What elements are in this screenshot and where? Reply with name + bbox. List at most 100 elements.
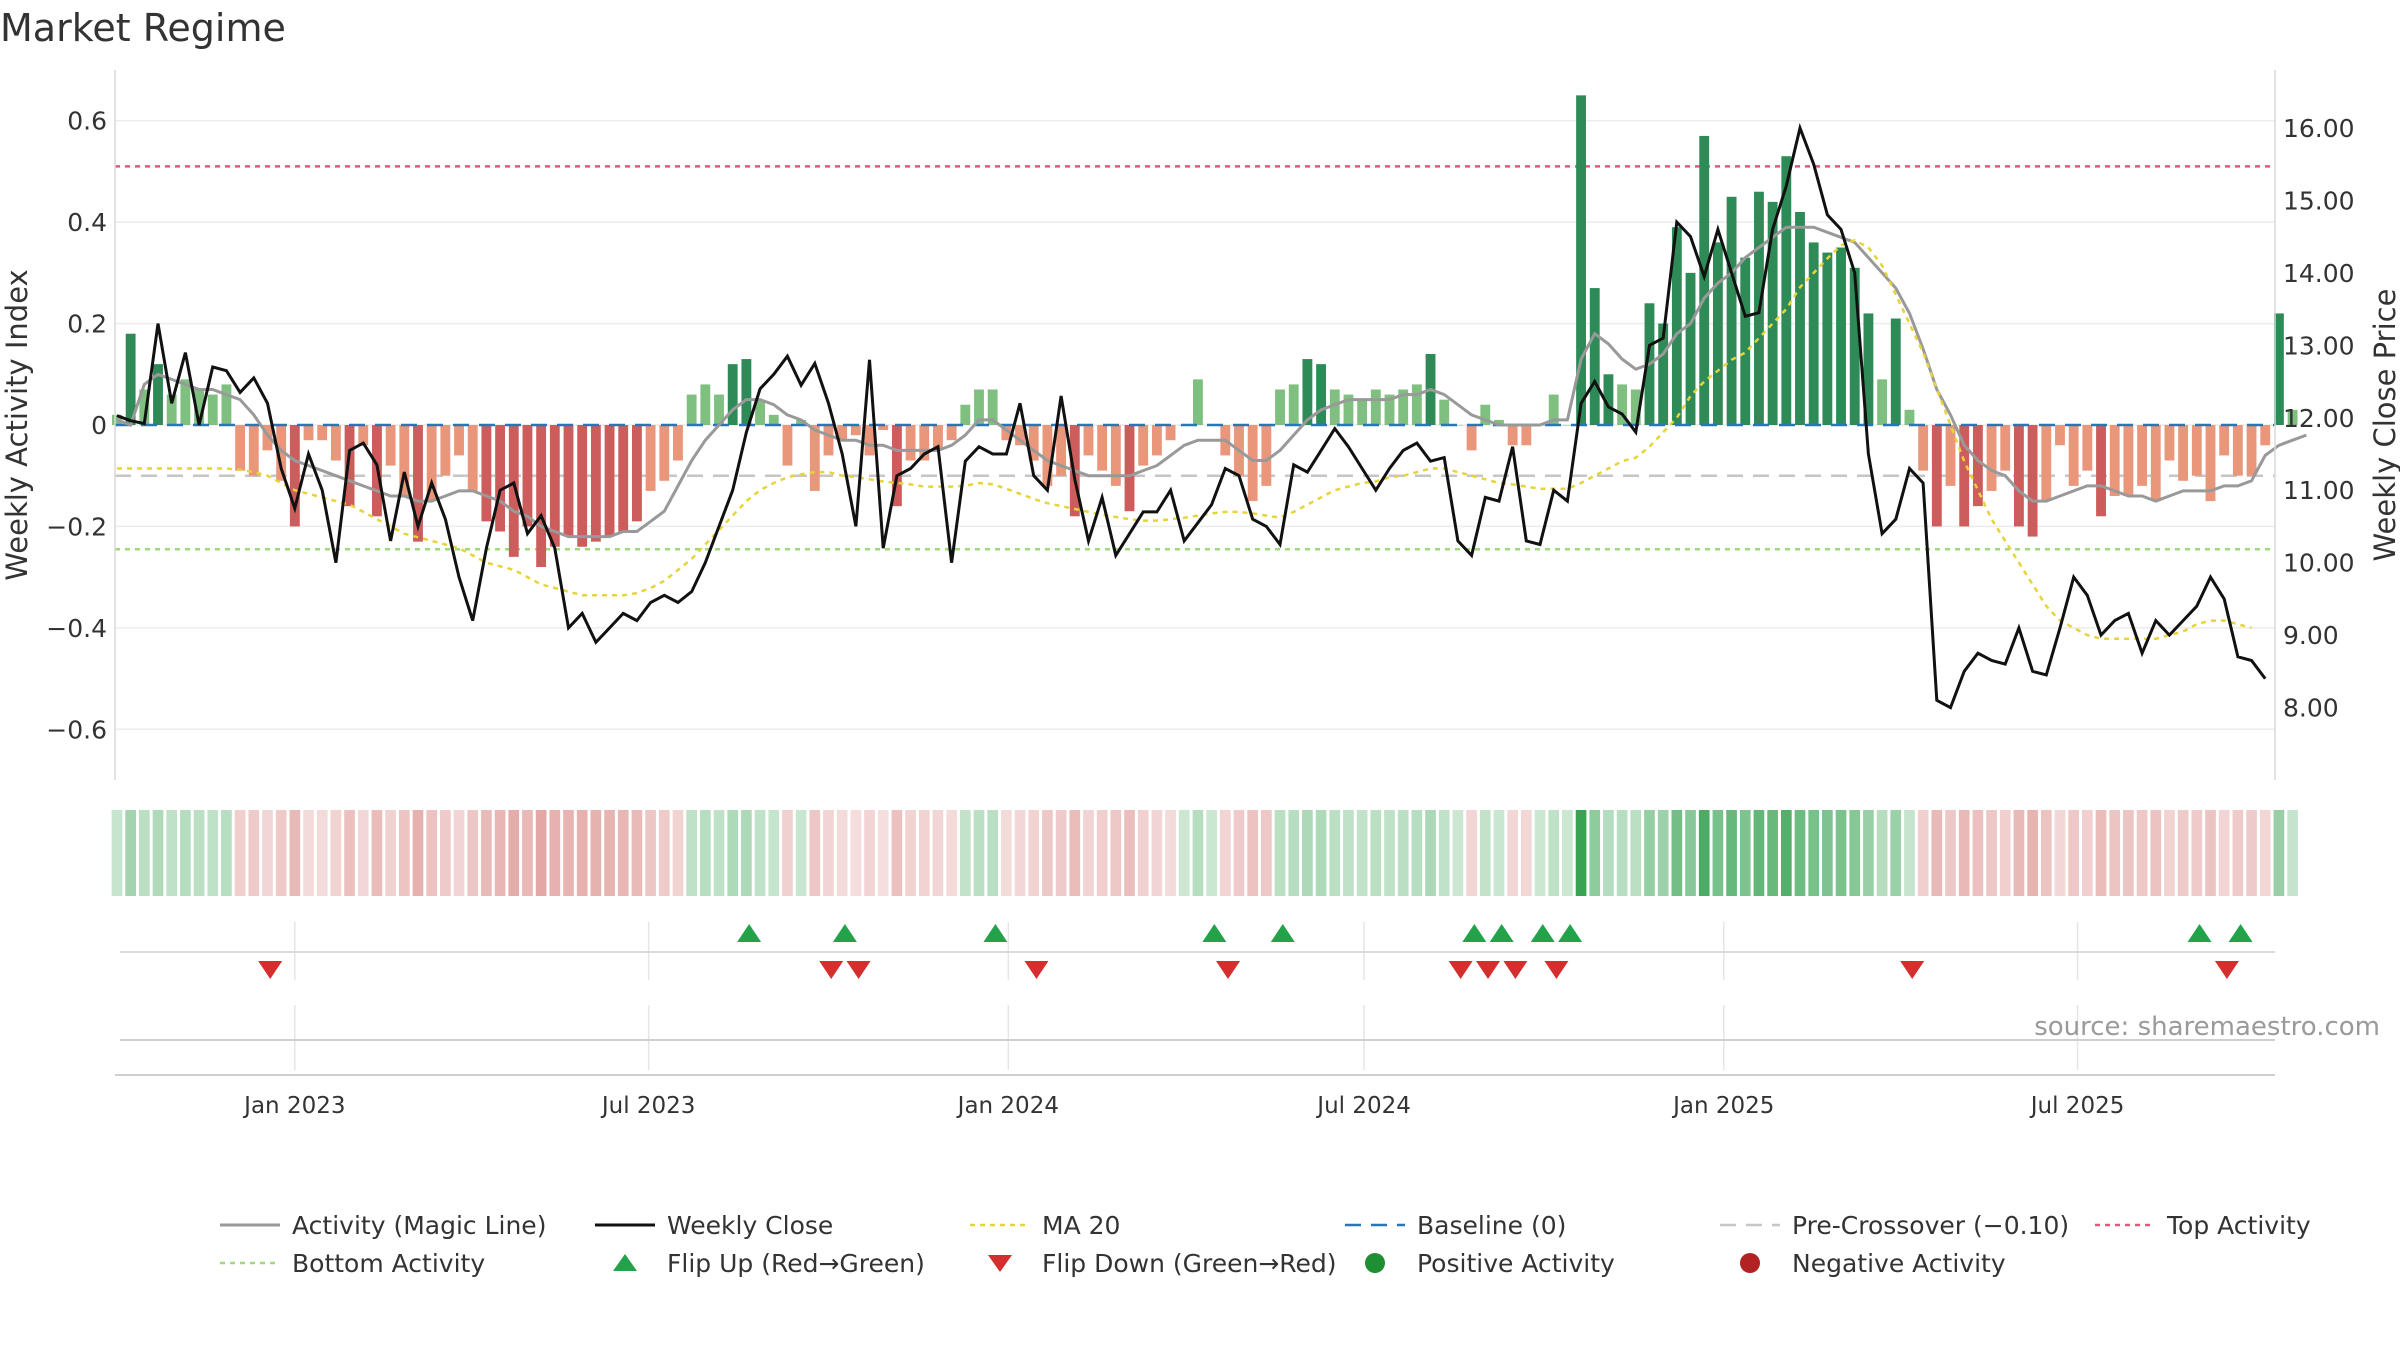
regime-strip-cell <box>645 810 656 896</box>
activity-bar <box>659 425 670 481</box>
regime-strip-cell <box>1192 810 1204 896</box>
regime-strip-cell <box>1206 810 1217 896</box>
activity-bar <box>2014 425 2024 527</box>
regime-strip-cell <box>2191 810 2203 896</box>
regime-strip-cell <box>2082 810 2093 896</box>
flip-down-marker <box>1476 961 1501 979</box>
left-tick-label: −0.6 <box>46 715 107 744</box>
legend-item: Positive Activity <box>1345 1243 1615 1283</box>
regime-strip-cell <box>357 810 369 896</box>
activity-bar <box>1384 394 1395 425</box>
activity-bar <box>1329 389 1340 425</box>
activity-bar <box>1247 425 1258 502</box>
activity-bar <box>289 425 300 527</box>
right-tick-label: 13.00 <box>2283 331 2355 360</box>
activity-bar <box>330 425 341 461</box>
regime-strip-cell <box>1548 810 1560 896</box>
left-axis-title: Weekly Activity Index <box>0 269 34 580</box>
activity-bar <box>1918 425 1929 471</box>
activity-bar <box>1056 425 1067 476</box>
activity-bar <box>413 425 423 542</box>
regime-strip-cell <box>2123 810 2134 896</box>
regime-strip-cell <box>1931 810 1943 896</box>
flip-up-marker <box>2187 924 2212 942</box>
activity-bar <box>2219 425 2230 456</box>
flip-down-marker <box>1544 961 1569 979</box>
activity-bar <box>577 425 588 547</box>
activity-bar <box>823 425 834 456</box>
regime-strip-cell <box>932 810 944 896</box>
regime-strip-cell <box>1137 810 1149 896</box>
regime-strip-cell <box>809 810 821 896</box>
activity-bar <box>1630 389 1641 425</box>
regime-strip-cell <box>1835 810 1847 896</box>
regime-strip-cell <box>2287 810 2298 896</box>
regime-strip-cell <box>1616 810 1628 896</box>
activity-bar <box>1261 425 1272 486</box>
legend-swatch <box>1740 1253 1760 1273</box>
x-tick-label: Jul 2025 <box>2029 1093 2125 1119</box>
legend-swatch <box>613 1254 637 1271</box>
activity-bar <box>508 425 519 557</box>
activity-bar <box>1302 359 1313 425</box>
flip-up-marker <box>983 924 1008 942</box>
activity-bar <box>1945 425 1956 486</box>
activity-bar <box>796 419 807 425</box>
regime-strip-cell <box>1520 810 1532 896</box>
regime-strip-cell <box>1780 810 1792 896</box>
right-tick-label: 12.00 <box>2283 404 2355 433</box>
flip-down-marker <box>819 961 844 979</box>
flip-markers-panel <box>120 924 2275 979</box>
flip-up-marker <box>1462 924 1487 942</box>
regime-strip-cell <box>1466 810 1477 896</box>
activity-bar <box>112 414 122 425</box>
activity-bar <box>850 425 861 436</box>
activity-bar <box>221 384 232 425</box>
activity-bar <box>1931 425 1942 527</box>
regime-strip-cell <box>973 810 985 896</box>
activity-bar <box>139 389 150 425</box>
regime-strip-cell <box>891 810 903 896</box>
flip-up-marker <box>1558 924 1583 942</box>
regime-strip-cell <box>111 810 123 896</box>
grid-layer <box>115 119 2275 1070</box>
activity-bar <box>604 425 615 537</box>
regime-strip-cell <box>823 810 834 896</box>
legend-item: Activity (Magic Line) <box>220 1205 546 1245</box>
regime-strip-cell <box>1233 810 1245 896</box>
activity-bar <box>1781 156 1792 425</box>
flip-down-marker <box>1900 961 1925 979</box>
regime-strip-cell <box>1083 810 1094 896</box>
flip-up-marker <box>1270 924 1295 942</box>
regime-strip-cell <box>1698 810 1710 896</box>
activity-bar <box>891 425 902 507</box>
legend-swatch <box>220 1223 280 1227</box>
weekly-close-series <box>116 122 2267 710</box>
regime-strip-cell <box>1986 810 1997 896</box>
activity-bar <box>440 425 451 476</box>
left-tick-label: 0 <box>91 411 107 440</box>
legend-swatch-circle <box>1365 1253 1385 1273</box>
activity-bar <box>180 379 191 425</box>
regime-strip-cell <box>1452 810 1464 896</box>
activity-bar <box>2000 425 2011 471</box>
source-watermark: source: sharemaestro.com <box>2034 1012 2380 1042</box>
regime-strip-cell <box>385 810 396 896</box>
regime-strip-cell <box>1356 810 1368 896</box>
activity-bar <box>933 425 943 451</box>
activity-bar <box>1849 267 1860 425</box>
activity-bar <box>2137 425 2148 486</box>
regime-strip-cell <box>1726 810 1737 896</box>
flip-down-marker <box>1216 961 1241 979</box>
regime-strip-cell <box>2040 810 2052 896</box>
legend-swatch-circle <box>1740 1253 1760 1273</box>
regime-strip-cell <box>262 810 273 896</box>
activity-bar <box>987 389 998 425</box>
activity-bar <box>673 425 683 461</box>
activity-bar <box>631 425 642 522</box>
legend-swatch-triangle-up <box>613 1254 637 1271</box>
activity-bar <box>1603 374 1614 425</box>
activity-bar <box>837 425 848 441</box>
regime-strip-cell <box>1945 810 1956 896</box>
